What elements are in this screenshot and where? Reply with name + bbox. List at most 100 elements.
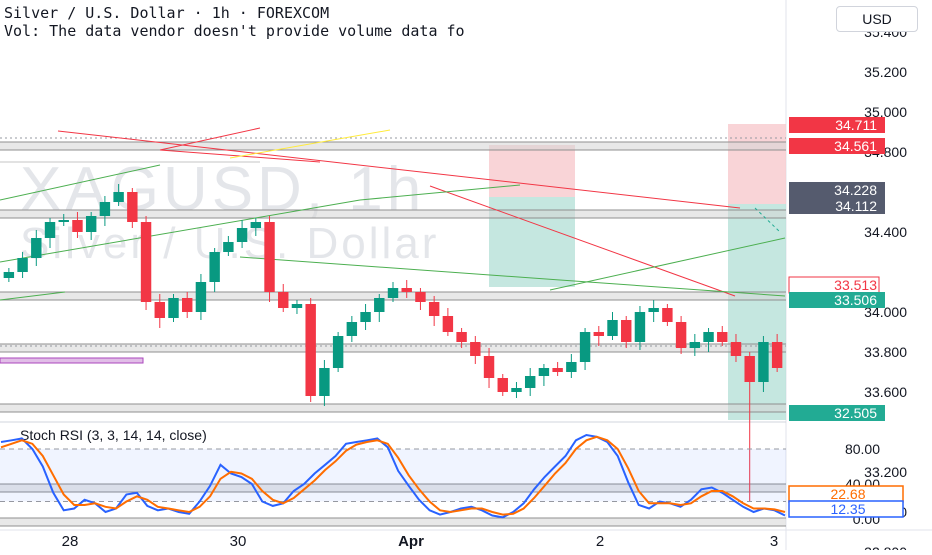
candle-body-18 xyxy=(250,222,262,228)
volume-note: Vol: The data vendor doesn't provide vol… xyxy=(4,22,465,40)
sr-zone-1 xyxy=(0,210,786,218)
price-label-6: 32.505 xyxy=(834,405,877,421)
price-label-3: 34.112 xyxy=(835,198,877,214)
candle-body-41 xyxy=(566,362,577,372)
sr-zone-5 xyxy=(0,484,786,492)
candle-body-0 xyxy=(3,272,15,278)
candle-body-49 xyxy=(675,322,687,348)
candle-body-33 xyxy=(456,332,467,342)
candle-body-31 xyxy=(428,302,440,316)
candle-body-53 xyxy=(730,342,742,356)
symbol-title[interactable]: Silver / U.S. Dollar · 1h · FOREXCOM xyxy=(4,4,330,22)
trendline-4 xyxy=(0,199,361,263)
price-scale-panel xyxy=(786,0,932,550)
candle-body-8 xyxy=(113,192,124,202)
price-label-0: 34.711 xyxy=(835,117,877,133)
candle-body-17 xyxy=(236,228,248,242)
price-tick-2: 35.000 xyxy=(864,104,907,120)
candle-body-22 xyxy=(305,304,316,396)
trendline-0 xyxy=(57,130,741,209)
short-position-stop-zone-2 xyxy=(728,124,786,204)
candle-body-35 xyxy=(483,356,495,378)
candle-body-23 xyxy=(319,368,330,396)
candle-body-13 xyxy=(181,298,193,312)
trendline-2 xyxy=(429,185,736,297)
trendline-11 xyxy=(359,184,521,201)
candle-body-14 xyxy=(195,282,207,312)
price-label-bg-2 xyxy=(789,182,885,198)
candle-body-7 xyxy=(99,202,111,216)
sr-zone-0 xyxy=(0,142,786,150)
price-tick-1: 35.200 xyxy=(864,64,907,80)
time-tick-0: 28 xyxy=(62,533,79,550)
candle-body-20 xyxy=(278,292,289,308)
short-position-target-zone-2 xyxy=(728,204,786,420)
candle-body-16 xyxy=(223,242,234,252)
candle-body-21 xyxy=(291,304,303,308)
candle-body-27 xyxy=(374,298,385,312)
price-label-bg-0 xyxy=(789,117,885,133)
candle-body-19 xyxy=(264,222,275,292)
time-tick-1: 30 xyxy=(230,533,247,550)
stoch-value-0: 22.68 xyxy=(830,486,865,502)
sr-zone-4 xyxy=(0,404,786,412)
candle-body-48 xyxy=(662,308,673,322)
candle-body-5 xyxy=(72,220,83,232)
sr-zone-6 xyxy=(0,518,786,526)
candle-body-6 xyxy=(85,216,97,232)
candle-body-12 xyxy=(168,298,179,318)
trendline-6 xyxy=(0,291,66,301)
short-position-stop-zone xyxy=(489,145,575,197)
stoch-series-1 xyxy=(0,435,786,516)
candle-body-32 xyxy=(442,316,454,332)
candle-body-52 xyxy=(717,332,728,342)
candle-body-4 xyxy=(58,220,69,222)
trendline-5 xyxy=(549,237,786,291)
sr-zone-3 xyxy=(0,344,786,352)
stoch-value-1: 12.35 xyxy=(830,501,865,517)
stoch-tick-0: 80.00 xyxy=(845,441,880,457)
time-tick-2: Apr xyxy=(398,533,424,550)
price-tick-6: 33.800 xyxy=(864,344,907,360)
candle-body-34 xyxy=(470,342,481,356)
candle-body-55 xyxy=(758,342,769,382)
candle-body-45 xyxy=(621,320,632,342)
candle-body-2 xyxy=(31,238,42,258)
trendline-9 xyxy=(159,127,261,151)
stoch-value-bg-1 xyxy=(788,500,904,518)
candle-body-40 xyxy=(552,368,563,372)
candle-body-51 xyxy=(703,332,714,342)
candle-body-15 xyxy=(209,252,220,282)
price-label-bg-1 xyxy=(789,138,885,154)
purple-box xyxy=(0,357,144,364)
stoch-series-0 xyxy=(0,433,786,519)
price-label-bg-5 xyxy=(789,292,885,308)
price-label-2: 34.228 xyxy=(834,182,877,198)
candle-body-25 xyxy=(346,322,358,336)
candle-body-30 xyxy=(415,292,426,302)
candle-body-50 xyxy=(689,342,701,348)
time-tick-3: 2 xyxy=(596,533,604,550)
candle-body-36 xyxy=(497,378,508,392)
price-label-5: 33.506 xyxy=(834,292,877,308)
price-tick-8: 33.200 xyxy=(864,464,907,480)
candle-body-26 xyxy=(360,312,371,322)
candle-body-56 xyxy=(771,342,783,368)
trendline-8 xyxy=(559,279,786,297)
candle-body-47 xyxy=(648,308,659,312)
candle-body-3 xyxy=(44,222,56,238)
candle-body-29 xyxy=(401,288,412,292)
candle-body-39 xyxy=(538,368,550,376)
currency-selector[interactable]: USD xyxy=(836,6,918,32)
price-label-bg-6 xyxy=(789,405,885,421)
price-tick-4: 34.400 xyxy=(864,224,907,240)
price-label-bg-3 xyxy=(789,198,885,214)
candle-body-11 xyxy=(154,302,165,318)
candle-body-44 xyxy=(607,320,618,336)
trendline-3 xyxy=(0,164,161,201)
candle-body-42 xyxy=(579,332,591,362)
price-tick-7: 33.600 xyxy=(864,384,907,400)
trendline-12 xyxy=(229,129,391,159)
